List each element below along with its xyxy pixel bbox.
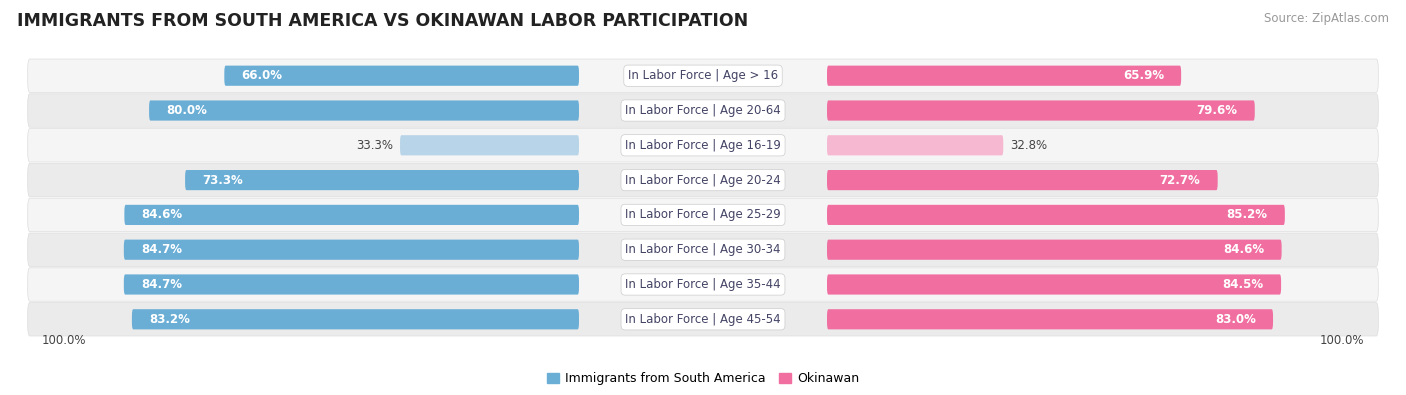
Text: 100.0%: 100.0% (1320, 334, 1364, 347)
FancyBboxPatch shape (28, 198, 1378, 231)
FancyBboxPatch shape (149, 100, 579, 120)
Text: 65.9%: 65.9% (1123, 69, 1164, 82)
Text: In Labor Force | Age 20-64: In Labor Force | Age 20-64 (626, 104, 780, 117)
FancyBboxPatch shape (827, 66, 1181, 86)
FancyBboxPatch shape (28, 233, 1378, 266)
FancyBboxPatch shape (827, 100, 1254, 120)
FancyBboxPatch shape (827, 205, 1285, 225)
FancyBboxPatch shape (827, 309, 1272, 329)
Text: Source: ZipAtlas.com: Source: ZipAtlas.com (1264, 12, 1389, 25)
FancyBboxPatch shape (28, 303, 1378, 336)
FancyBboxPatch shape (827, 240, 1282, 260)
Text: In Labor Force | Age 25-29: In Labor Force | Age 25-29 (626, 209, 780, 222)
Text: 84.6%: 84.6% (142, 209, 183, 222)
Text: In Labor Force | Age 30-34: In Labor Force | Age 30-34 (626, 243, 780, 256)
Text: 84.5%: 84.5% (1223, 278, 1264, 291)
Text: 84.7%: 84.7% (141, 243, 181, 256)
FancyBboxPatch shape (827, 170, 1218, 190)
Text: In Labor Force | Age 45-54: In Labor Force | Age 45-54 (626, 313, 780, 326)
Text: 84.6%: 84.6% (1223, 243, 1264, 256)
Text: 80.0%: 80.0% (166, 104, 207, 117)
Text: 79.6%: 79.6% (1197, 104, 1237, 117)
Text: 72.7%: 72.7% (1160, 173, 1201, 186)
FancyBboxPatch shape (401, 135, 579, 155)
Text: 85.2%: 85.2% (1226, 209, 1268, 222)
FancyBboxPatch shape (28, 164, 1378, 197)
FancyBboxPatch shape (225, 66, 579, 86)
Text: 84.7%: 84.7% (141, 278, 181, 291)
FancyBboxPatch shape (186, 170, 579, 190)
Text: 33.3%: 33.3% (356, 139, 394, 152)
Text: 100.0%: 100.0% (42, 334, 86, 347)
FancyBboxPatch shape (28, 94, 1378, 127)
FancyBboxPatch shape (124, 205, 579, 225)
FancyBboxPatch shape (28, 59, 1378, 92)
Text: 73.3%: 73.3% (202, 173, 243, 186)
Text: 83.0%: 83.0% (1215, 313, 1256, 326)
FancyBboxPatch shape (827, 135, 1004, 155)
FancyBboxPatch shape (124, 275, 579, 295)
FancyBboxPatch shape (28, 268, 1378, 301)
Legend: Immigrants from South America, Okinawan: Immigrants from South America, Okinawan (541, 367, 865, 390)
FancyBboxPatch shape (827, 275, 1281, 295)
Text: 83.2%: 83.2% (149, 313, 190, 326)
Text: 66.0%: 66.0% (242, 69, 283, 82)
Text: In Labor Force | Age > 16: In Labor Force | Age > 16 (628, 69, 778, 82)
Text: In Labor Force | Age 20-24: In Labor Force | Age 20-24 (626, 173, 780, 186)
FancyBboxPatch shape (132, 309, 579, 329)
Text: In Labor Force | Age 16-19: In Labor Force | Age 16-19 (626, 139, 780, 152)
Text: IMMIGRANTS FROM SOUTH AMERICA VS OKINAWAN LABOR PARTICIPATION: IMMIGRANTS FROM SOUTH AMERICA VS OKINAWA… (17, 12, 748, 30)
FancyBboxPatch shape (124, 240, 579, 260)
Text: 32.8%: 32.8% (1010, 139, 1047, 152)
Text: In Labor Force | Age 35-44: In Labor Force | Age 35-44 (626, 278, 780, 291)
FancyBboxPatch shape (28, 129, 1378, 162)
